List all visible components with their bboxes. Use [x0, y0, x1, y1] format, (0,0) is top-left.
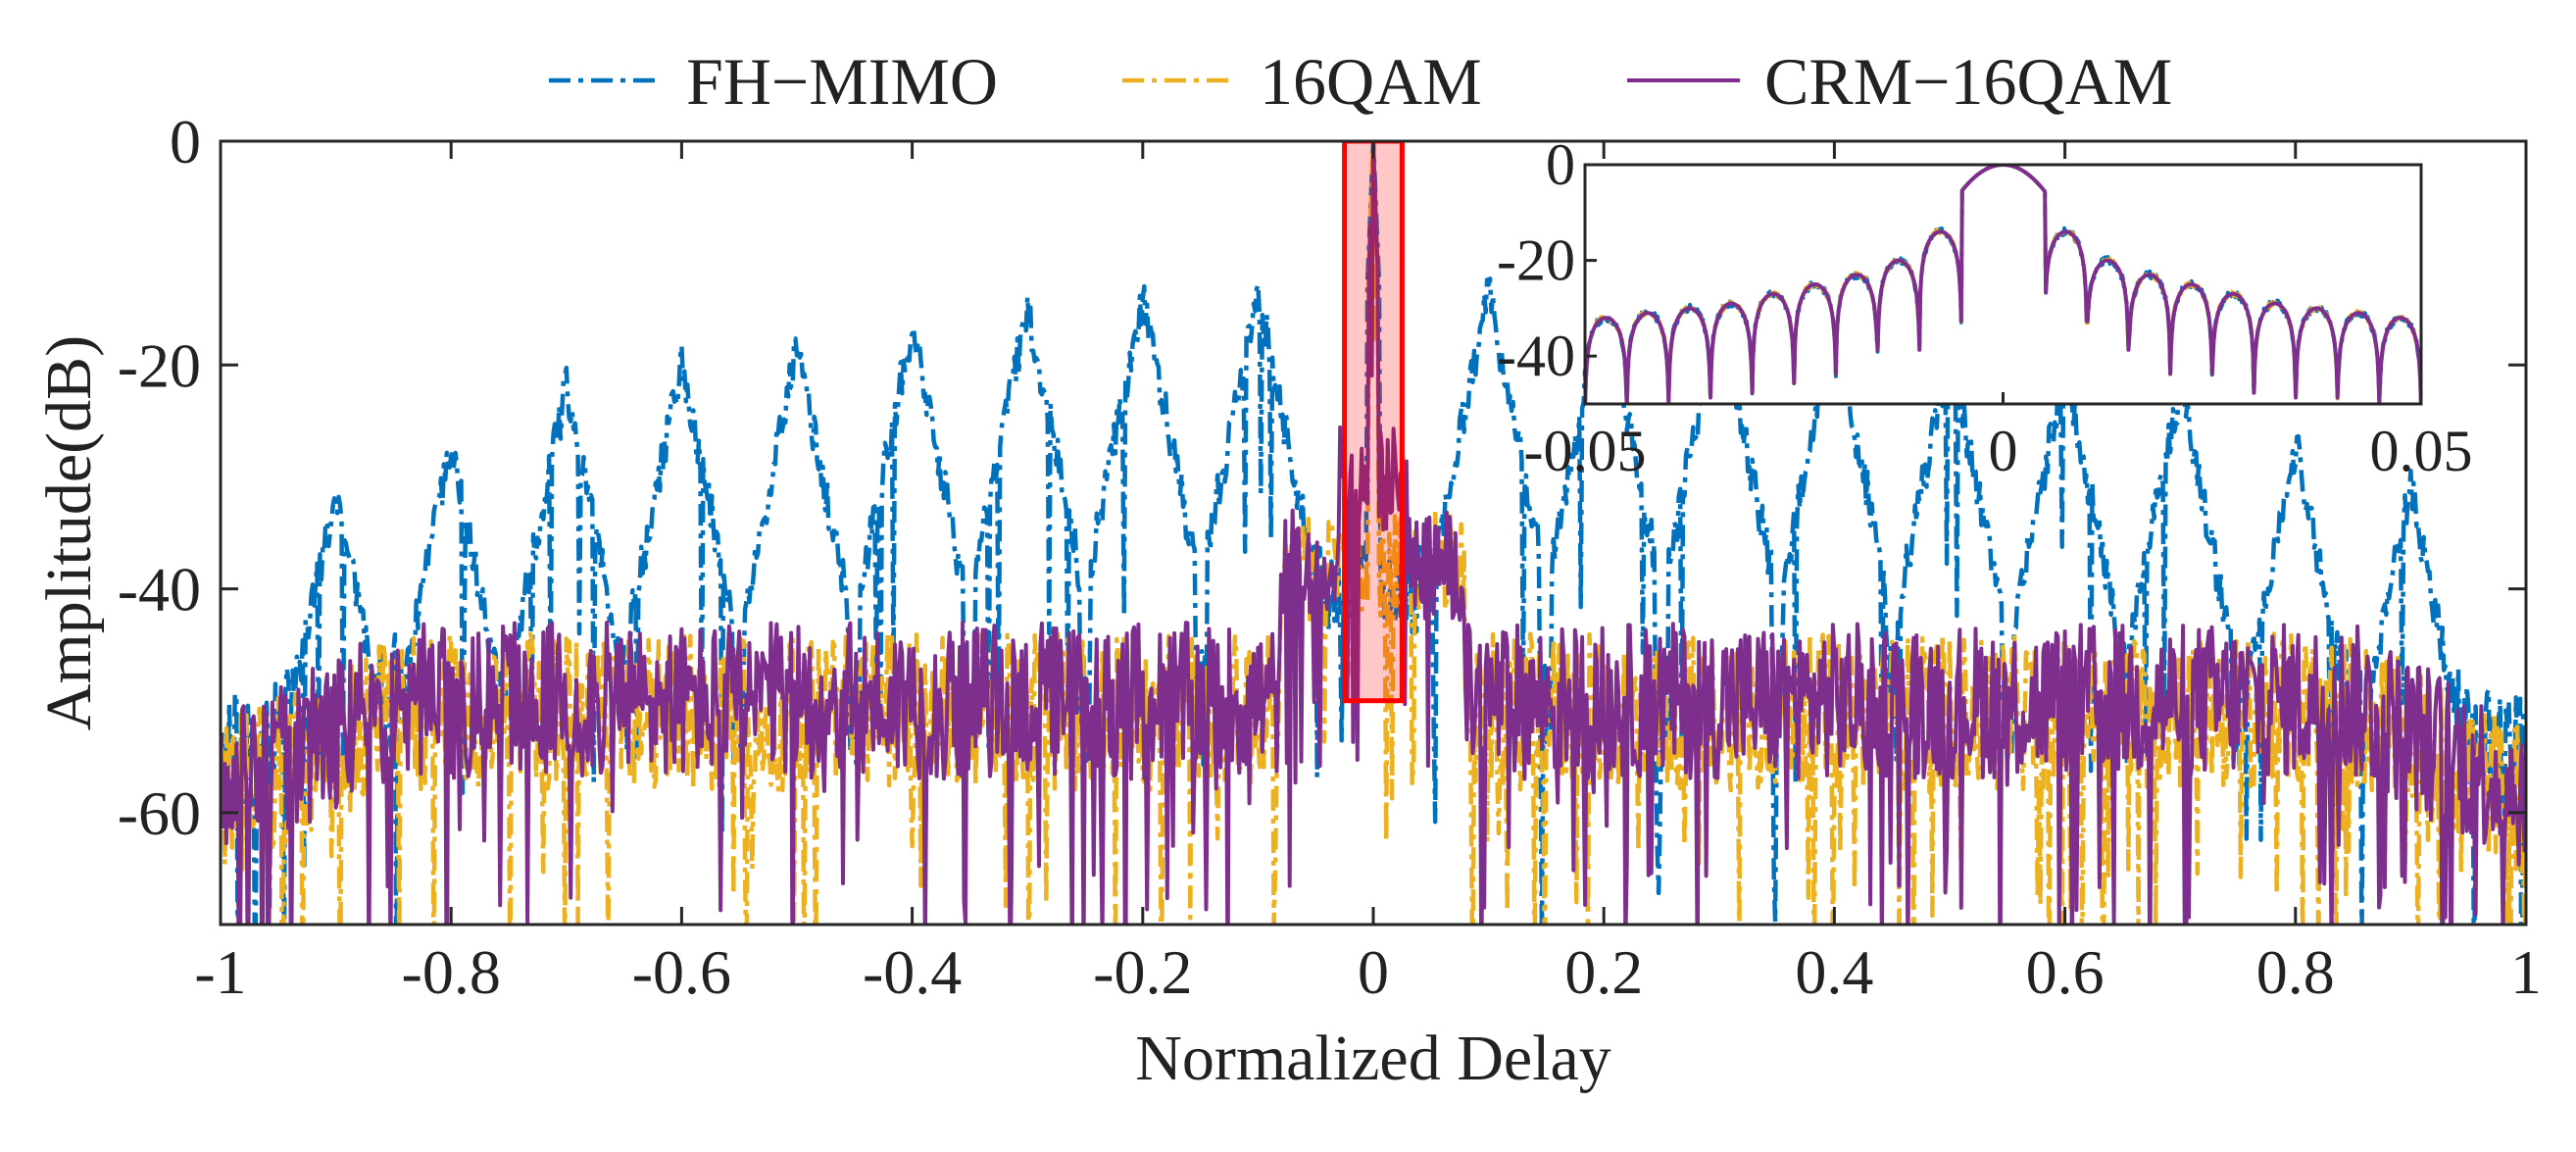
legend-item: FH−MIMO: [549, 44, 998, 119]
inset-x-tick-label: -0.05: [1524, 419, 1647, 483]
x-tick-label: -0.8: [402, 937, 501, 1007]
x-tick-label: 0.4: [1795, 937, 1873, 1007]
inset-layer: -0.05 0 0.05 0 -20 -40: [1497, 132, 2472, 483]
legend-item: 16QAM: [1122, 44, 1482, 119]
y-tick-label: 0: [170, 107, 201, 176]
x-tick-label: 0.8: [2256, 937, 2335, 1007]
x-tick-label: -0.6: [632, 937, 731, 1007]
x-tick-label: 0.6: [2026, 937, 2105, 1007]
inset-series-line-crm-16qam: [1585, 165, 2421, 404]
series-line-fh-mimo: [221, 141, 2526, 925]
x-tick-label: -1: [194, 937, 246, 1007]
legend-label: CRM−16QAM: [1764, 44, 2172, 119]
main-series-layer: [221, 141, 2526, 925]
inset-y-tick-label: -40: [1497, 324, 1575, 388]
series-line-crm-16qam: [221, 141, 2526, 925]
x-tick-label: -0.2: [1093, 937, 1192, 1007]
x-tick-label: 0: [1358, 937, 1389, 1007]
inset-x-tick-label: 0: [1989, 419, 2018, 483]
legend-item: CRM−16QAM: [1627, 44, 2172, 119]
inset-y-tick-label: -20: [1497, 228, 1575, 293]
inset-x-tick-label: 0.05: [2370, 419, 2473, 483]
y-axis-title: Amplitude(dB): [33, 335, 105, 730]
x-axis-title: Normalized Delay: [1135, 1023, 1611, 1094]
legend-label: FH−MIMO: [686, 44, 998, 119]
inset-background: [1585, 165, 2421, 404]
x-tick-label: -0.4: [863, 937, 962, 1007]
x-tick-label: 1: [2510, 937, 2542, 1007]
zoom-highlight-box: [1342, 141, 1405, 704]
inset-series-layer: [1585, 165, 2421, 404]
x-tick-label: 0.2: [1564, 937, 1643, 1007]
legend: FH−MIMO 16QAM CRM−16QAM: [549, 44, 2172, 119]
y-tick-label: -20: [118, 330, 201, 400]
inset-y-tick-label: 0: [1546, 132, 1575, 197]
main-axes-layer: -1 -0.8 -0.6 -0.4 -0.2 0 0.2 0.4 0.6 0.8 10-20-40-…: [33, 107, 2542, 1094]
y-tick-label: -60: [118, 778, 201, 848]
legend-label: 16QAM: [1260, 44, 1482, 119]
y-tick-label: -40: [118, 555, 201, 625]
